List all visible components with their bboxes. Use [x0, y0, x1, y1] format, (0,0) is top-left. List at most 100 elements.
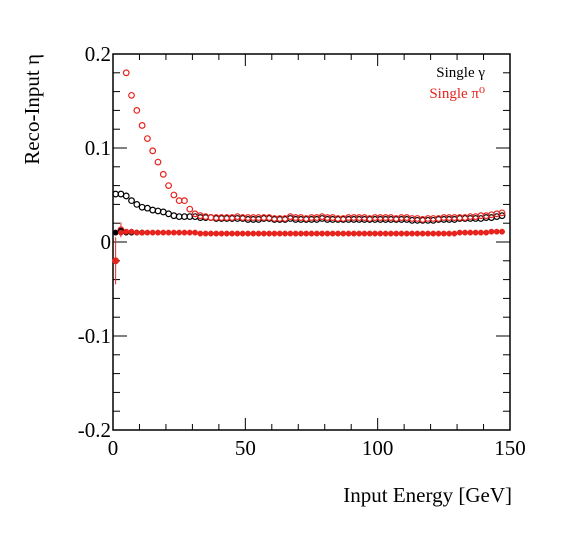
- y-tick-label: 0.2: [85, 42, 111, 66]
- data-point: [165, 182, 172, 190]
- y-tick-label: -0.1: [78, 324, 111, 348]
- data-point: [435, 230, 442, 237]
- data-point: [128, 228, 135, 235]
- y-tick-label: 0.1: [85, 136, 111, 160]
- data-point: [112, 229, 119, 236]
- x-axis-title: Input Energy [GeV]: [343, 483, 512, 507]
- data-point: [112, 257, 119, 264]
- data-point: [308, 230, 315, 237]
- data-point: [197, 230, 204, 237]
- data-point: [456, 229, 463, 236]
- data-point: [430, 230, 437, 237]
- data-point: [340, 230, 347, 237]
- data-point: [176, 229, 183, 236]
- data-point: [335, 230, 341, 237]
- data-point: [499, 228, 506, 235]
- data-point: [154, 207, 162, 215]
- data-point: [170, 191, 178, 199]
- data-point: [372, 230, 378, 237]
- data-point: [133, 106, 141, 114]
- data-point: [133, 229, 140, 236]
- legend-entry-single-pi0: Single π⁰: [429, 86, 485, 102]
- data-point: [154, 158, 162, 166]
- data-point: [303, 230, 310, 237]
- data-point: [128, 197, 135, 205]
- data-point: [149, 206, 157, 214]
- data-point: [271, 230, 278, 237]
- data-point: [297, 230, 304, 237]
- data-point: [287, 230, 294, 237]
- plot-frame: [112, 53, 511, 431]
- data-point: [186, 205, 194, 213]
- data-point: [123, 228, 130, 235]
- data-point: [488, 228, 495, 235]
- data-point: [218, 230, 225, 237]
- data-point: [446, 230, 453, 237]
- data-point: [159, 170, 167, 178]
- x-tick-label: 150: [494, 436, 526, 460]
- data-point: [266, 230, 273, 237]
- data-point: [403, 230, 410, 237]
- data-point: [250, 230, 257, 237]
- data-point: [234, 230, 241, 237]
- data-point: [223, 230, 230, 237]
- x-tick-label: 100: [362, 436, 394, 460]
- data-points: [112, 69, 506, 265]
- data-point: [409, 230, 416, 237]
- data-point: [398, 230, 405, 237]
- tick-labels: 0 50 100 150 -0.2 -0.1 0 0.1 0.2: [78, 42, 526, 460]
- data-point: [255, 230, 262, 237]
- data-point: [498, 209, 506, 217]
- data-point: [149, 147, 157, 155]
- data-point: [138, 203, 146, 211]
- legend: Single γ Single π⁰: [429, 65, 485, 102]
- data-point: [282, 230, 288, 237]
- data-point: [467, 229, 474, 236]
- data-point: [414, 230, 421, 237]
- data-point: [165, 229, 172, 236]
- data-point: [313, 230, 320, 237]
- data-point: [366, 230, 373, 237]
- data-point: [239, 230, 246, 237]
- data-point: [170, 212, 178, 220]
- data-point: [329, 230, 336, 237]
- data-point: [160, 229, 167, 236]
- data-point: [276, 230, 283, 237]
- data-point: [350, 230, 357, 237]
- data-point: [128, 91, 135, 99]
- data-point: [493, 228, 500, 235]
- data-point: [139, 229, 146, 236]
- data-point: [117, 229, 124, 236]
- data-point: [462, 229, 468, 236]
- x-tick-label: 50: [235, 436, 256, 460]
- y-tick-label: -0.2: [78, 418, 111, 442]
- data-point: [361, 230, 368, 237]
- y-axis-title: Reco-Input η: [20, 54, 44, 165]
- data-point: [155, 229, 161, 236]
- data-point: [229, 230, 236, 237]
- data-point: [133, 200, 141, 208]
- axis-ticks: [112, 53, 511, 431]
- data-point: [425, 230, 431, 237]
- data-point: [440, 230, 447, 237]
- data-point: [138, 122, 146, 129]
- data-point: [245, 230, 251, 237]
- data-point: [483, 229, 490, 236]
- data-point: [356, 230, 363, 237]
- x-tick-label: 0: [108, 436, 119, 460]
- data-point: [149, 229, 156, 236]
- data-point: [122, 192, 130, 200]
- data-point: [451, 230, 458, 237]
- data-point: [144, 135, 151, 143]
- data-point: [192, 229, 198, 236]
- data-point: [477, 229, 484, 236]
- data-point: [319, 230, 326, 237]
- data-point: [207, 230, 214, 237]
- data-point: [181, 197, 188, 205]
- data-point: [181, 229, 188, 236]
- data-point: [213, 230, 220, 237]
- data-point: [387, 230, 394, 237]
- data-point: [122, 69, 130, 77]
- data-point: [419, 230, 426, 237]
